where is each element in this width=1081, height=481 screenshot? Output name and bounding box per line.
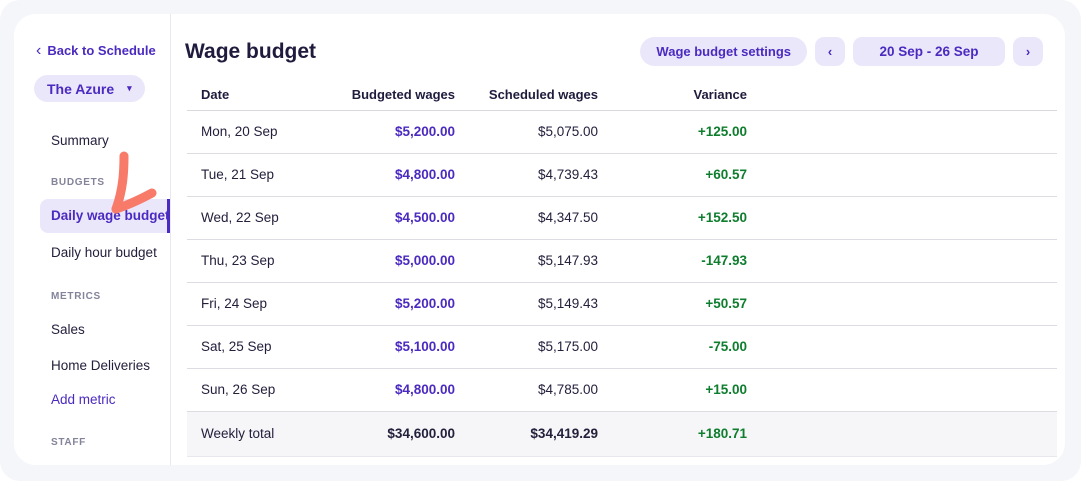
date-range-button[interactable]: 20 Sep - 26 Sep: [853, 37, 1005, 66]
weekly-total-row: Weekly total $34,600.00 $34,419.29 +180.…: [187, 411, 1057, 457]
section-header-budgets: BUDGETS: [51, 177, 105, 188]
table-row: Thu, 23 Sep $5,000.00 $5,147.93 -147.93: [187, 239, 1057, 283]
date-cell: Wed, 22 Sep: [187, 196, 317, 240]
budgeted-wages-cell[interactable]: $4,800.00: [317, 153, 455, 197]
sidebar-item-daily-hour-budget[interactable]: Daily hour budget: [51, 245, 157, 260]
chevron-down-icon: ▾: [127, 83, 132, 93]
variance-cell: +60.57: [598, 153, 747, 197]
selected-indicator: [167, 199, 170, 233]
total-scheduled-cell: $34,419.29: [455, 411, 598, 457]
sidebar-item-summary[interactable]: Summary: [51, 133, 109, 148]
variance-cell: +152.50: [598, 196, 747, 240]
next-week-button[interactable]: ›: [1013, 37, 1043, 66]
budgeted-wages-cell[interactable]: $5,200.00: [317, 110, 455, 154]
section-header-staff: STAFF: [51, 437, 86, 448]
wage-budget-settings-button[interactable]: Wage budget settings: [640, 37, 807, 66]
scheduled-wages-cell: $4,347.50: [455, 196, 598, 240]
page-title: Wage budget: [185, 40, 317, 63]
wage-budget-table: Date Budgeted wages Scheduled wages Vari…: [187, 80, 1057, 457]
total-budgeted-cell: $34,600.00: [317, 411, 455, 457]
add-metric-link[interactable]: Add metric: [51, 392, 116, 407]
sidebar-item-home-deliveries[interactable]: Home Deliveries: [51, 358, 151, 373]
table-row: Sat, 25 Sep $5,100.00 $5,175.00 -75.00: [187, 325, 1057, 369]
sidebar-item-daily-wage-budget[interactable]: Daily wage budget: [40, 199, 170, 233]
variance-cell: +50.57: [598, 282, 747, 326]
scheduled-wages-cell: $5,149.43: [455, 282, 598, 326]
section-header-metrics: METRICS: [51, 291, 101, 302]
main-content: Wage budget Wage budget settings ‹ 20 Se…: [171, 14, 1065, 465]
table-header-row: Date Budgeted wages Scheduled wages Vari…: [187, 80, 1057, 111]
table-row: Mon, 20 Sep $5,200.00 $5,075.00 +125.00: [187, 110, 1057, 154]
date-cell: Sat, 25 Sep: [187, 325, 317, 369]
date-cell: Fri, 24 Sep: [187, 282, 317, 326]
sidebar: ‹ Back to Schedule The Azure ▾ Summary B…: [14, 14, 171, 465]
prev-week-button[interactable]: ‹: [815, 37, 845, 66]
header-actions: Wage budget settings ‹ 20 Sep - 26 Sep ›: [640, 37, 1043, 66]
scheduled-wages-cell: $4,785.00: [455, 368, 598, 412]
column-header-scheduled: Scheduled wages: [455, 80, 598, 111]
column-header-variance: Variance: [598, 80, 747, 111]
scheduled-wages-cell: $5,075.00: [455, 110, 598, 154]
variance-cell: +125.00: [598, 110, 747, 154]
back-chevron-icon: ‹: [36, 41, 42, 59]
budgeted-wages-cell[interactable]: $5,000.00: [317, 239, 455, 283]
date-cell: Tue, 21 Sep: [187, 153, 317, 197]
budgeted-wages-cell[interactable]: $5,100.00: [317, 325, 455, 369]
sidebar-item-label: Daily wage budget: [51, 208, 170, 223]
table-row: Tue, 21 Sep $4,800.00 $4,739.43 +60.57: [187, 153, 1057, 197]
column-header-filler: [747, 80, 1057, 111]
date-cell: Thu, 23 Sep: [187, 239, 317, 283]
variance-cell: +15.00: [598, 368, 747, 412]
sidebar-item-sales[interactable]: Sales: [51, 322, 85, 337]
scheduled-wages-cell: $4,739.43: [455, 153, 598, 197]
back-to-schedule-link[interactable]: ‹ Back to Schedule: [36, 41, 156, 59]
total-label-cell: Weekly total: [187, 411, 317, 457]
budgeted-wages-cell[interactable]: $5,200.00: [317, 282, 455, 326]
variance-cell: -147.93: [598, 239, 747, 283]
date-cell: Sun, 26 Sep: [187, 368, 317, 412]
app-card: ‹ Back to Schedule The Azure ▾ Summary B…: [14, 14, 1065, 465]
table-row: Sun, 26 Sep $4,800.00 $4,785.00 +15.00: [187, 368, 1057, 412]
table-row: Wed, 22 Sep $4,500.00 $4,347.50 +152.50: [187, 196, 1057, 240]
venue-name: The Azure: [47, 80, 115, 97]
scheduled-wages-cell: $5,175.00: [455, 325, 598, 369]
table-row: Fri, 24 Sep $5,200.00 $5,149.43 +50.57: [187, 282, 1057, 326]
column-header-budgeted: Budgeted wages: [317, 80, 455, 111]
budgeted-wages-cell[interactable]: $4,500.00: [317, 196, 455, 240]
venue-selector[interactable]: The Azure ▾: [34, 75, 145, 102]
total-variance-cell: +180.71: [598, 411, 747, 457]
scheduled-wages-cell: $5,147.93: [455, 239, 598, 283]
back-link-label: Back to Schedule: [47, 43, 156, 58]
date-cell: Mon, 20 Sep: [187, 110, 317, 154]
column-header-date: Date: [187, 80, 317, 111]
variance-cell: -75.00: [598, 325, 747, 369]
budgeted-wages-cell[interactable]: $4,800.00: [317, 368, 455, 412]
